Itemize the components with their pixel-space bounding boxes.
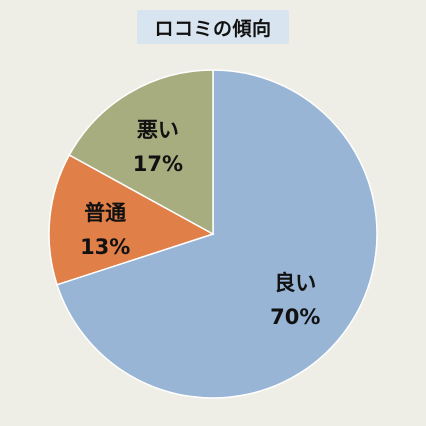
slice-label-0: 良い <box>274 271 316 295</box>
slice-value-label-1: 13% <box>80 235 130 259</box>
pie-slice-1 <box>48 153 215 286</box>
slice-label-2: 悪い <box>137 118 179 142</box>
slice-value-label-0: 70% <box>270 305 320 329</box>
chart-title-box: ロコミの傾向 <box>137 10 289 44</box>
pie-slice-2 <box>68 69 214 236</box>
slice-value-label-2: 17% <box>133 152 183 176</box>
pie-slice-0 <box>56 69 378 399</box>
slice-label-1: 普通 <box>84 201 126 225</box>
chart-title: ロコミの傾向 <box>154 17 272 40</box>
